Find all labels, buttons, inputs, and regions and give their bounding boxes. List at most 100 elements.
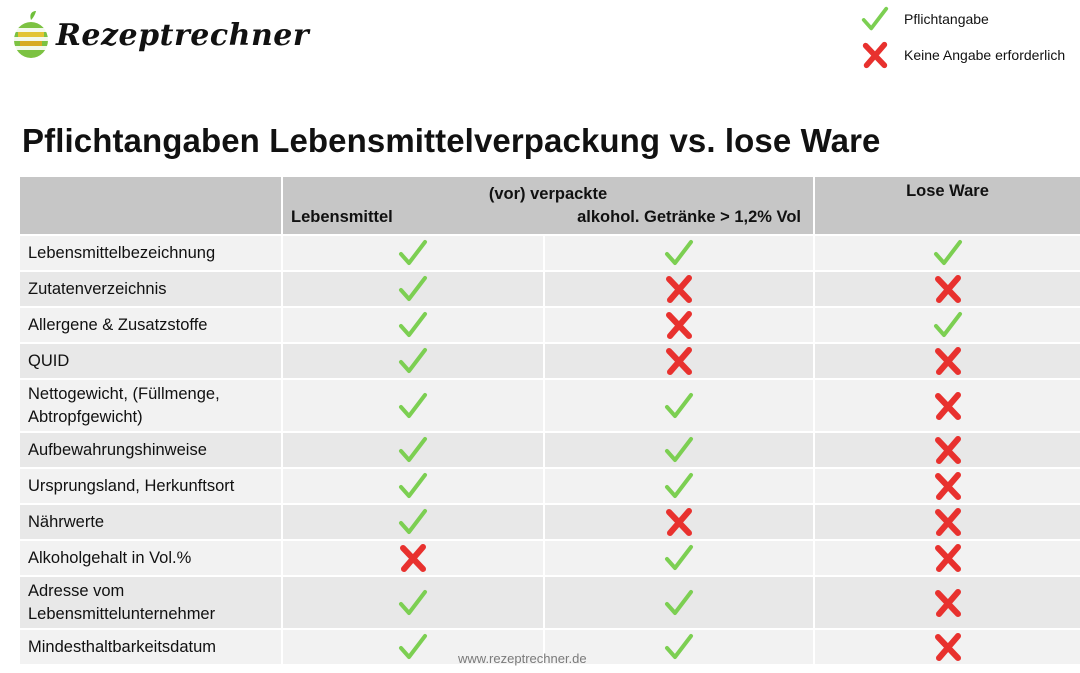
- cross-icon: [932, 543, 964, 573]
- row-label: Zutatenverzeichnis: [18, 270, 283, 308]
- cross-icon: [663, 310, 695, 340]
- table-row: Mindesthaltbarkeitsdatum: [18, 628, 1080, 666]
- legend-item-cross: Keine Angabe erforderlich: [860, 38, 1065, 72]
- mark-cell: [543, 575, 815, 630]
- header-col-food: Lebensmittel: [291, 207, 393, 226]
- check-icon: [397, 632, 429, 662]
- check-icon: [397, 238, 429, 268]
- mark-cell: [543, 270, 815, 308]
- mark-cell: [813, 467, 1080, 505]
- check-icon: [397, 435, 429, 465]
- table-row: Lebensmittelbezeichnung: [18, 234, 1080, 272]
- check-icon: [860, 4, 890, 34]
- cross-icon: [932, 507, 964, 537]
- footer-url: www.rezeptrechner.de: [458, 651, 587, 666]
- mark-cell: [813, 378, 1080, 433]
- mark-cell: [543, 306, 815, 344]
- legend-label: Pflichtangabe: [904, 11, 989, 27]
- mark-cell: [543, 342, 815, 380]
- mark-cell: [543, 234, 815, 272]
- row-label: Adresse vom Lebensmittelunternehmer: [18, 575, 283, 630]
- check-icon: [663, 632, 695, 662]
- mark-cell: [813, 628, 1080, 666]
- mark-cell: [813, 342, 1080, 380]
- mark-cell: [281, 503, 545, 541]
- mark-cell: [543, 503, 815, 541]
- mark-cell: [281, 270, 545, 308]
- row-label: Nettogewicht, (Füllmenge, Abtropfgewicht…: [18, 378, 283, 433]
- header-group-label: (vor) verpackte: [488, 184, 608, 203]
- mark-cell: [281, 378, 545, 433]
- table-row: Ursprungsland, Herkunftsort: [18, 467, 1080, 505]
- check-icon: [663, 391, 695, 421]
- mark-cell: [281, 467, 545, 505]
- check-icon: [663, 588, 695, 618]
- check-icon: [397, 310, 429, 340]
- mark-cell: [281, 342, 545, 380]
- cross-icon: [932, 588, 964, 618]
- table-row: Adresse vom Lebensmittelunternehmer: [18, 575, 1080, 630]
- check-icon: [397, 391, 429, 421]
- mark-cell: [813, 306, 1080, 344]
- check-icon: [663, 238, 695, 268]
- check-icon: [397, 346, 429, 376]
- cross-icon: [932, 471, 964, 501]
- table-header-row: (vor) verpackte Lebensmittel alkohol. Ge…: [18, 175, 1080, 236]
- table-body: Lebensmittelbezeichnung Zutatenverzeichni…: [18, 234, 1080, 666]
- row-label: QUID: [18, 342, 283, 380]
- page-title: Pflichtangaben Lebensmittelverpackung vs…: [22, 122, 881, 159]
- mark-cell: [813, 575, 1080, 630]
- header-col-alcohol: alkohol. Getränke > 1,2% Vol: [577, 207, 801, 226]
- mark-cell: [543, 431, 815, 469]
- mark-cell: [281, 539, 545, 577]
- mark-cell: [543, 378, 815, 433]
- cross-icon: [932, 632, 964, 662]
- table-row: Zutatenverzeichnis: [18, 270, 1080, 308]
- cross-icon: [663, 507, 695, 537]
- brand-logo: Rezeptrechner: [12, 10, 309, 60]
- mark-cell: [281, 628, 545, 666]
- apple-logo-icon: [12, 10, 50, 60]
- mark-cell: [281, 431, 545, 469]
- cross-icon: [663, 274, 695, 304]
- cross-icon: [397, 543, 429, 573]
- check-icon: [932, 238, 964, 268]
- mark-cell: [281, 234, 545, 272]
- cross-icon: [932, 435, 964, 465]
- mark-cell: [543, 628, 815, 666]
- cross-icon: [663, 346, 695, 376]
- mark-cell: [281, 306, 545, 344]
- header-col-loose: Lose Ware: [813, 175, 1080, 236]
- row-label: Nährwerte: [18, 503, 283, 541]
- table-row: Aufbewahrungshinweise: [18, 431, 1080, 469]
- mark-cell: [813, 431, 1080, 469]
- check-icon: [663, 543, 695, 573]
- check-icon: [663, 435, 695, 465]
- mark-cell: [543, 539, 815, 577]
- cross-icon: [860, 40, 890, 70]
- mark-cell: [813, 503, 1080, 541]
- mark-cell: [813, 539, 1080, 577]
- legend: Pflichtangabe Keine Angabe erforderlich: [860, 0, 1065, 72]
- check-icon: [397, 588, 429, 618]
- table-row: Nährwerte: [18, 503, 1080, 541]
- cross-icon: [932, 346, 964, 376]
- row-label: Aufbewahrungshinweise: [18, 431, 283, 469]
- legend-label: Keine Angabe erforderlich: [904, 47, 1066, 63]
- row-label: Lebensmittelbezeichnung: [18, 234, 283, 272]
- check-icon: [397, 471, 429, 501]
- mark-cell: [813, 270, 1080, 308]
- row-label: Mindesthaltbarkeitsdatum: [18, 628, 283, 666]
- check-icon: [397, 274, 429, 304]
- requirements-table: (vor) verpackte Lebensmittel alkohol. Ge…: [18, 175, 1080, 666]
- table-row: QUID: [18, 342, 1080, 380]
- header-packaged-group: (vor) verpackte Lebensmittel alkohol. Ge…: [281, 175, 815, 236]
- cross-icon: [932, 274, 964, 304]
- cross-icon: [932, 391, 964, 421]
- check-icon: [932, 310, 964, 340]
- check-icon: [397, 507, 429, 537]
- legend-item-check: Pflichtangabe: [860, 2, 1065, 36]
- table-row: Nettogewicht, (Füllmenge, Abtropfgewicht…: [18, 378, 1080, 433]
- mark-cell: [813, 234, 1080, 272]
- table-row: Allergene & Zusatzstoffe: [18, 306, 1080, 344]
